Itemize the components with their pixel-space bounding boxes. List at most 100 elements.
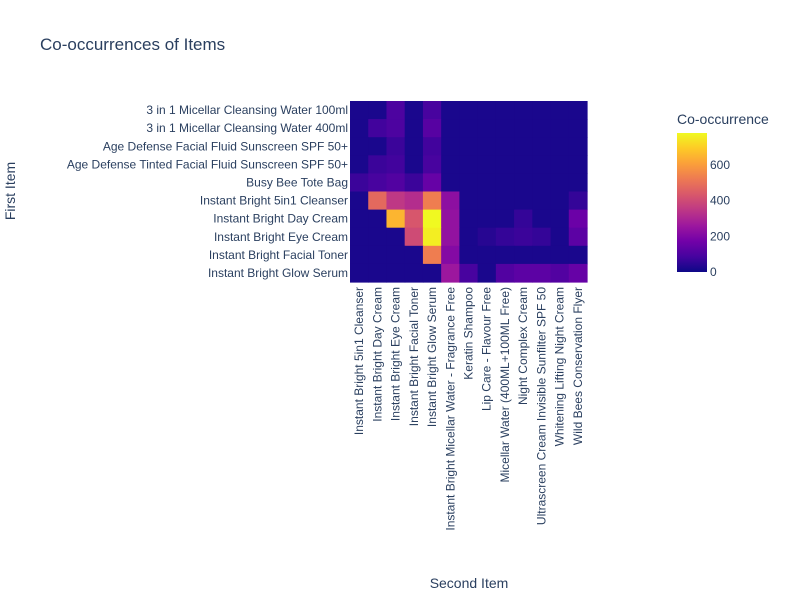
heatmap-cell <box>441 119 460 138</box>
heatmap-cell <box>422 173 442 193</box>
heatmap-cell <box>459 155 479 174</box>
heatmap-cell <box>550 209 570 229</box>
y-tick-label: 3 in 1 Micellar Cleansing Water 100ml <box>146 103 348 117</box>
heatmap-cell <box>350 119 369 138</box>
y-axis-label: First Item <box>2 162 18 220</box>
heatmap-cell <box>368 227 388 247</box>
heatmap-cell <box>495 101 515 120</box>
heatmap-cell <box>532 101 552 120</box>
x-tick-label: Instant Bright 5in1 Cleanser <box>352 287 366 435</box>
x-tick-label: Instant Bright Eye Cream <box>389 287 403 421</box>
y-tick-label: Instant Bright 5in1 Cleanser <box>200 194 348 208</box>
heatmap-cell <box>404 191 424 211</box>
heatmap-cell <box>386 245 406 265</box>
heatmap-cells <box>350 101 588 283</box>
heatmap-cell <box>368 245 388 265</box>
heatmap-cell <box>532 173 552 193</box>
heatmap-cell <box>568 173 588 193</box>
heatmap-cell <box>568 227 588 247</box>
heatmap-cell <box>386 119 406 138</box>
heatmap-cell <box>350 263 369 283</box>
colorbar <box>677 133 707 272</box>
heatmap-cell <box>422 209 442 229</box>
heatmap-cell <box>568 101 588 120</box>
heatmap-cell <box>350 137 369 156</box>
heatmap-cell <box>514 101 533 120</box>
y-tick-label: Instant Bright Day Cream <box>213 212 348 226</box>
heatmap-cell <box>532 155 552 174</box>
heatmap-cell <box>550 119 570 138</box>
y-tick-label: Instant Bright Facial Toner <box>209 248 348 262</box>
heatmap-cell <box>368 101 388 120</box>
heatmap-cell <box>459 173 479 193</box>
heatmap-cell <box>459 263 479 283</box>
heatmap-cell <box>514 173 533 193</box>
x-tick-label: Instant Bright Glow Serum <box>425 287 439 427</box>
y-tick-label: Age Defense Tinted Facial Fluid Sunscree… <box>67 157 348 171</box>
heatmap-cell <box>459 191 479 211</box>
heatmap-cell <box>350 191 369 211</box>
heatmap-cell <box>441 209 460 229</box>
heatmap-cell <box>404 245 424 265</box>
y-tick-label: 3 in 1 Micellar Cleansing Water 400ml <box>146 121 348 135</box>
heatmap-cell <box>532 137 552 156</box>
heatmap-cell <box>550 191 570 211</box>
heatmap-cell <box>532 119 552 138</box>
heatmap-cell <box>404 101 424 120</box>
heatmap-cell <box>441 227 460 247</box>
heatmap-cell <box>477 227 497 247</box>
chart-title: Co-occurrences of Items <box>40 35 225 54</box>
heatmap-cell <box>477 245 497 265</box>
heatmap-cell <box>532 209 552 229</box>
heatmap-cell <box>550 227 570 247</box>
x-tick-label: Instant Bright Micellar Water - Fragranc… <box>443 287 457 531</box>
heatmap-cell <box>477 173 497 193</box>
heatmap-cell <box>550 245 570 265</box>
heatmap-cell <box>459 227 479 247</box>
x-tick-label: Instant Bright Facial Toner <box>407 287 421 426</box>
heatmap-cell <box>477 209 497 229</box>
heatmap-cell <box>368 191 388 211</box>
heatmap-cell <box>386 137 406 156</box>
heatmap-cell <box>568 209 588 229</box>
heatmap-cell <box>477 155 497 174</box>
heatmap-cell <box>514 263 533 283</box>
heatmap-cell <box>550 101 570 120</box>
heatmap-cell <box>532 245 552 265</box>
heatmap-cell <box>568 155 588 174</box>
y-tick-labels: 3 in 1 Micellar Cleansing Water 100ml 3 i… <box>67 103 348 280</box>
heatmap-cell <box>514 191 533 211</box>
heatmap-cell <box>459 209 479 229</box>
heatmap-cell <box>386 209 406 229</box>
x-axis-label: Second Item <box>430 575 509 591</box>
heatmap-cell <box>368 119 388 138</box>
heatmap-cell <box>459 245 479 265</box>
heatmap-cell <box>459 119 479 138</box>
colorbar-tick-label: 600 <box>710 158 730 172</box>
heatmap-cell <box>404 137 424 156</box>
heatmap-cell <box>441 173 460 193</box>
heatmap-cell <box>404 263 424 283</box>
heatmap-cell <box>350 245 369 265</box>
heatmap-cell <box>368 209 388 229</box>
heatmap-cell <box>386 101 406 120</box>
x-tick-label: Instant Bright Day Cream <box>370 287 384 422</box>
x-tick-label: Lip Care - Flavour Free <box>480 287 494 411</box>
heatmap-cell <box>422 263 442 283</box>
heatmap-cell <box>422 155 442 174</box>
heatmap-cell <box>568 263 588 283</box>
heatmap-cell <box>441 263 460 283</box>
heatmap-cell <box>404 209 424 229</box>
heatmap-cell <box>441 137 460 156</box>
heatmap-cell <box>459 137 479 156</box>
heatmap-cell <box>350 173 369 193</box>
heatmap-cell <box>514 209 533 229</box>
heatmap-cell <box>386 155 406 174</box>
heatmap-cell <box>422 227 442 247</box>
colorbar-tick-label: 200 <box>710 229 730 243</box>
heatmap-cell <box>514 119 533 138</box>
colorbar-tick-label: 400 <box>710 194 730 208</box>
y-tick-label: Instant Bright Glow Serum <box>208 266 348 280</box>
x-tick-label: Whitening Lifting Night Cream <box>553 287 567 446</box>
